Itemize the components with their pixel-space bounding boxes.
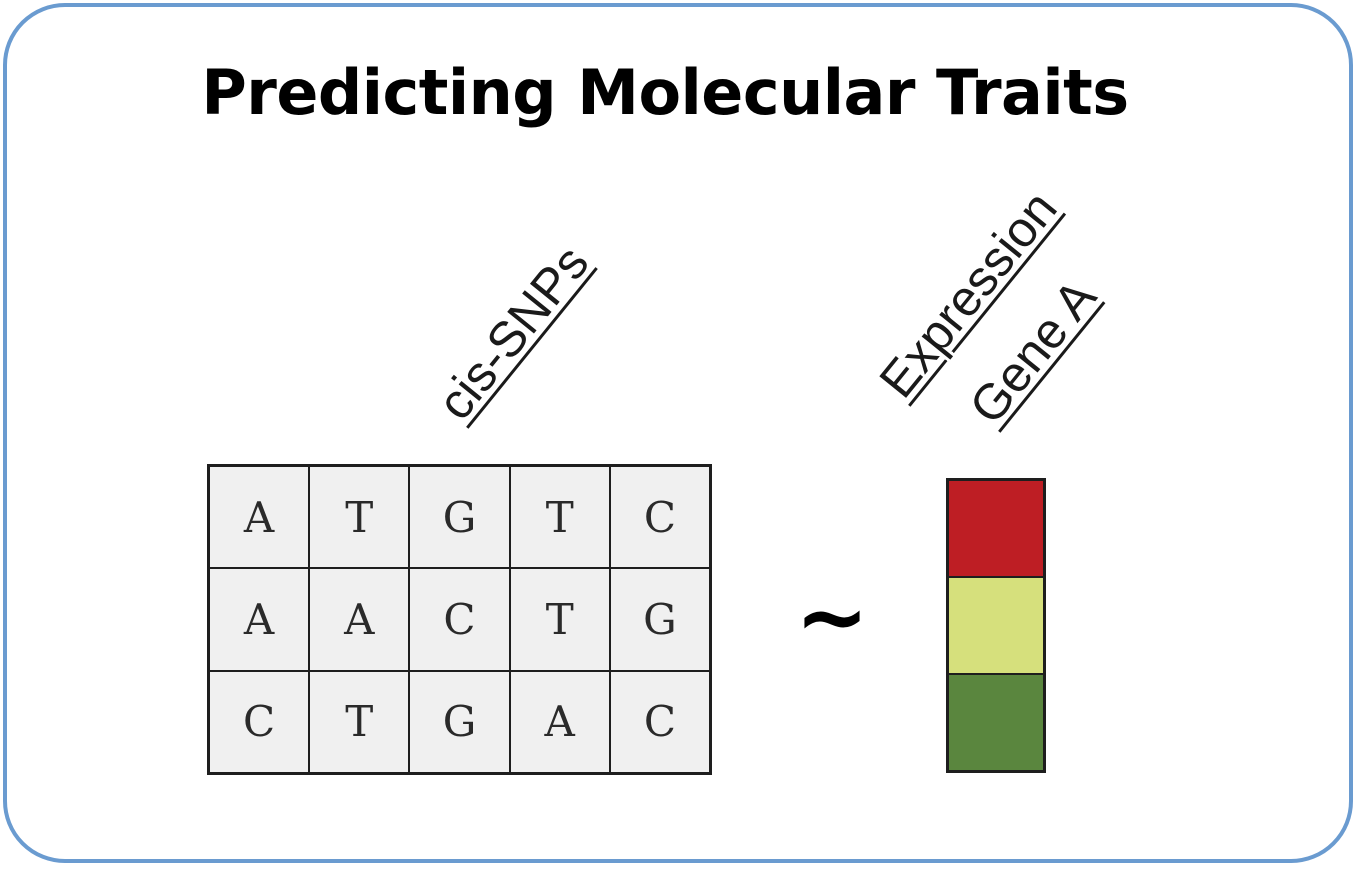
expression-bar [946, 478, 1046, 773]
snp-cell: A [510, 671, 609, 772]
snp-cell: G [410, 671, 509, 772]
expression-segment [949, 675, 1043, 770]
slide-title: Predicting Molecular Traits [201, 56, 1129, 129]
snp-cell: T [310, 467, 409, 568]
snp-cell: A [210, 569, 309, 670]
snp-cell: T [510, 569, 609, 670]
snp-cell: C [610, 671, 709, 772]
relation-symbol: ~ [795, 565, 869, 668]
snp-cell: C [410, 569, 509, 670]
snp-cell: A [310, 569, 409, 670]
snp-cell: G [410, 467, 509, 568]
snp-cell: T [510, 467, 609, 568]
snp-cell: A [210, 467, 309, 568]
snp-cell: T [310, 671, 409, 772]
expression-segment [949, 481, 1043, 576]
snp-cell: C [610, 467, 709, 568]
expression-segment [949, 578, 1043, 673]
snp-cell: G [610, 569, 709, 670]
snp-cell: C [210, 671, 309, 772]
